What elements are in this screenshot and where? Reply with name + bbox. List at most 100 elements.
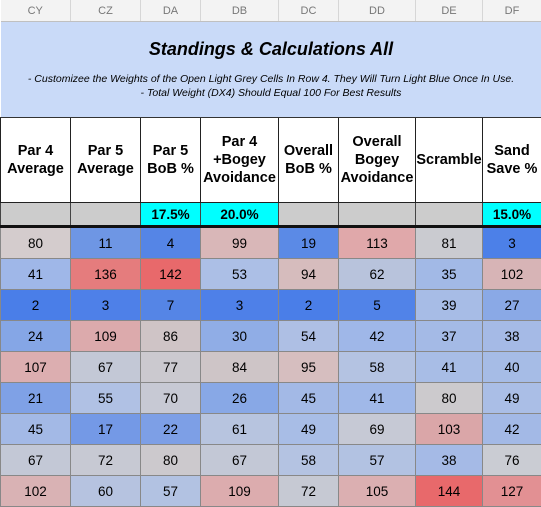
data-cell: 70 — [141, 383, 201, 414]
data-cell: 72 — [279, 476, 339, 507]
data-cell: 45 — [279, 383, 339, 414]
column-header: Par 4 +Bogey Avoidance — [201, 118, 279, 203]
banner: Standings & Calculations All- Customizee… — [1, 22, 541, 118]
column-letter: DF — [483, 0, 541, 22]
data-cell: 49 — [279, 414, 339, 445]
data-cell: 45 — [1, 414, 71, 445]
column-header: Sand Save % — [483, 118, 541, 203]
data-cell: 37 — [416, 321, 483, 352]
column-header: Par 4 Average — [1, 118, 71, 203]
data-cell: 35 — [416, 259, 483, 290]
data-cell: 58 — [279, 445, 339, 476]
data-cell: 109 — [71, 321, 141, 352]
column-header: Par 5 BoB % — [141, 118, 201, 203]
data-cell: 61 — [201, 414, 279, 445]
data-cell: 3 — [201, 290, 279, 321]
data-cell: 41 — [339, 383, 416, 414]
column-letter: DA — [141, 0, 201, 22]
column-header: Par 5 Average — [71, 118, 141, 203]
data-cell: 55 — [71, 383, 141, 414]
weight-cell — [339, 203, 416, 227]
weight-cell: 20.0% — [201, 203, 279, 227]
data-cell: 5 — [339, 290, 416, 321]
column-letter: CZ — [71, 0, 141, 22]
data-cell: 80 — [416, 383, 483, 414]
data-cell: 102 — [1, 476, 71, 507]
data-cell: 69 — [339, 414, 416, 445]
data-cell: 41 — [416, 352, 483, 383]
data-cell: 3 — [71, 290, 141, 321]
column-letter: CY — [1, 0, 71, 22]
data-cell: 57 — [141, 476, 201, 507]
column-letter: DC — [279, 0, 339, 22]
note: - Total Weight (DX4) Should Equal 100 Fo… — [1, 86, 541, 100]
data-cell: 21 — [1, 383, 71, 414]
weight-cell — [71, 203, 141, 227]
data-cell: 102 — [483, 259, 541, 290]
column-header: Overall BoB % — [279, 118, 339, 203]
data-cell: 30 — [201, 321, 279, 352]
data-cell: 76 — [483, 445, 541, 476]
data-cell: 7 — [141, 290, 201, 321]
weight-cell — [416, 203, 483, 227]
data-cell: 49 — [483, 383, 541, 414]
data-cell: 42 — [483, 414, 541, 445]
banner-row: Standings & Calculations All- Customizee… — [1, 22, 541, 118]
data-cell: 2 — [279, 290, 339, 321]
data-cell: 2 — [1, 290, 71, 321]
data-cell: 105 — [339, 476, 416, 507]
data-cell: 77 — [141, 352, 201, 383]
data-cell: 72 — [71, 445, 141, 476]
data-cell: 67 — [201, 445, 279, 476]
data-cell: 38 — [483, 321, 541, 352]
data-cell: 136 — [71, 259, 141, 290]
weight-cell: 17.5% — [141, 203, 201, 227]
data-cell: 142 — [141, 259, 201, 290]
data-cell: 67 — [71, 352, 141, 383]
data-cell: 39 — [416, 290, 483, 321]
weight-cell: 15.0% — [483, 203, 541, 227]
data-cell: 60 — [71, 476, 141, 507]
data-cell: 27 — [483, 290, 541, 321]
data-cell: 22 — [141, 414, 201, 445]
data-cell: 41 — [1, 259, 71, 290]
data-cell: 113 — [339, 227, 416, 259]
column-header: Overall Bogey Avoidance — [339, 118, 416, 203]
data-cell: 42 — [339, 321, 416, 352]
data-cell: 80 — [141, 445, 201, 476]
weights-row: 17.5%20.0% 15.0% — [1, 203, 541, 227]
data-cell: 38 — [416, 445, 483, 476]
data-cell: 84 — [201, 352, 279, 383]
data-cell: 95 — [279, 352, 339, 383]
data-cell: 57 — [339, 445, 416, 476]
data-cell: 4 — [141, 227, 201, 259]
data-cell: 11 — [71, 227, 141, 259]
data-cell: 24 — [1, 321, 71, 352]
data-cell: 19 — [279, 227, 339, 259]
data-cell: 62 — [339, 259, 416, 290]
column-letter: DB — [201, 0, 279, 22]
data-cell: 58 — [339, 352, 416, 383]
data-cell: 144 — [416, 476, 483, 507]
data-cell: 103 — [416, 414, 483, 445]
data-cell: 94 — [279, 259, 339, 290]
title: Standings & Calculations All — [1, 39, 541, 60]
data-cell: 26 — [201, 383, 279, 414]
column-letter: DE — [416, 0, 483, 22]
data-cell: 17 — [71, 414, 141, 445]
data-cell: 3 — [483, 227, 541, 259]
weight-cell — [1, 203, 71, 227]
data-cell: 54 — [279, 321, 339, 352]
data-cell: 109 — [201, 476, 279, 507]
column-letter: DD — [339, 0, 416, 22]
